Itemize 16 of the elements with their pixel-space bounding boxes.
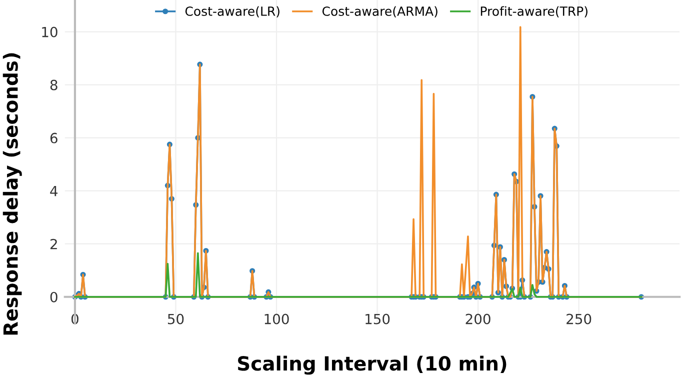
x-tick-label: 250 [566,314,592,324]
x-tick-label: 50 [168,314,184,324]
legend-label: Profit-aware(TRP) [480,6,588,18]
y-axis-title: Response delay (seconds) [2,53,22,335]
y-tick-label: 10 [42,26,58,38]
x-tick-label: 200 [466,314,490,324]
y-tick-label: 8 [50,80,58,90]
y-tick-label: 0 [50,292,58,302]
y-tick-label: 2 [50,238,57,250]
y-tick-label: 4 [50,186,58,196]
y-tick-label: 6 [50,132,58,144]
legend-label: Cost-aware(LR) [185,6,280,18]
x-tick-label: 150 [366,314,390,324]
x-tick-label: 100 [264,314,289,324]
legend-label: Cost-aware(ARMA) [322,6,438,18]
x-axis-title: Scaling Interval (10 min) [238,356,506,375]
